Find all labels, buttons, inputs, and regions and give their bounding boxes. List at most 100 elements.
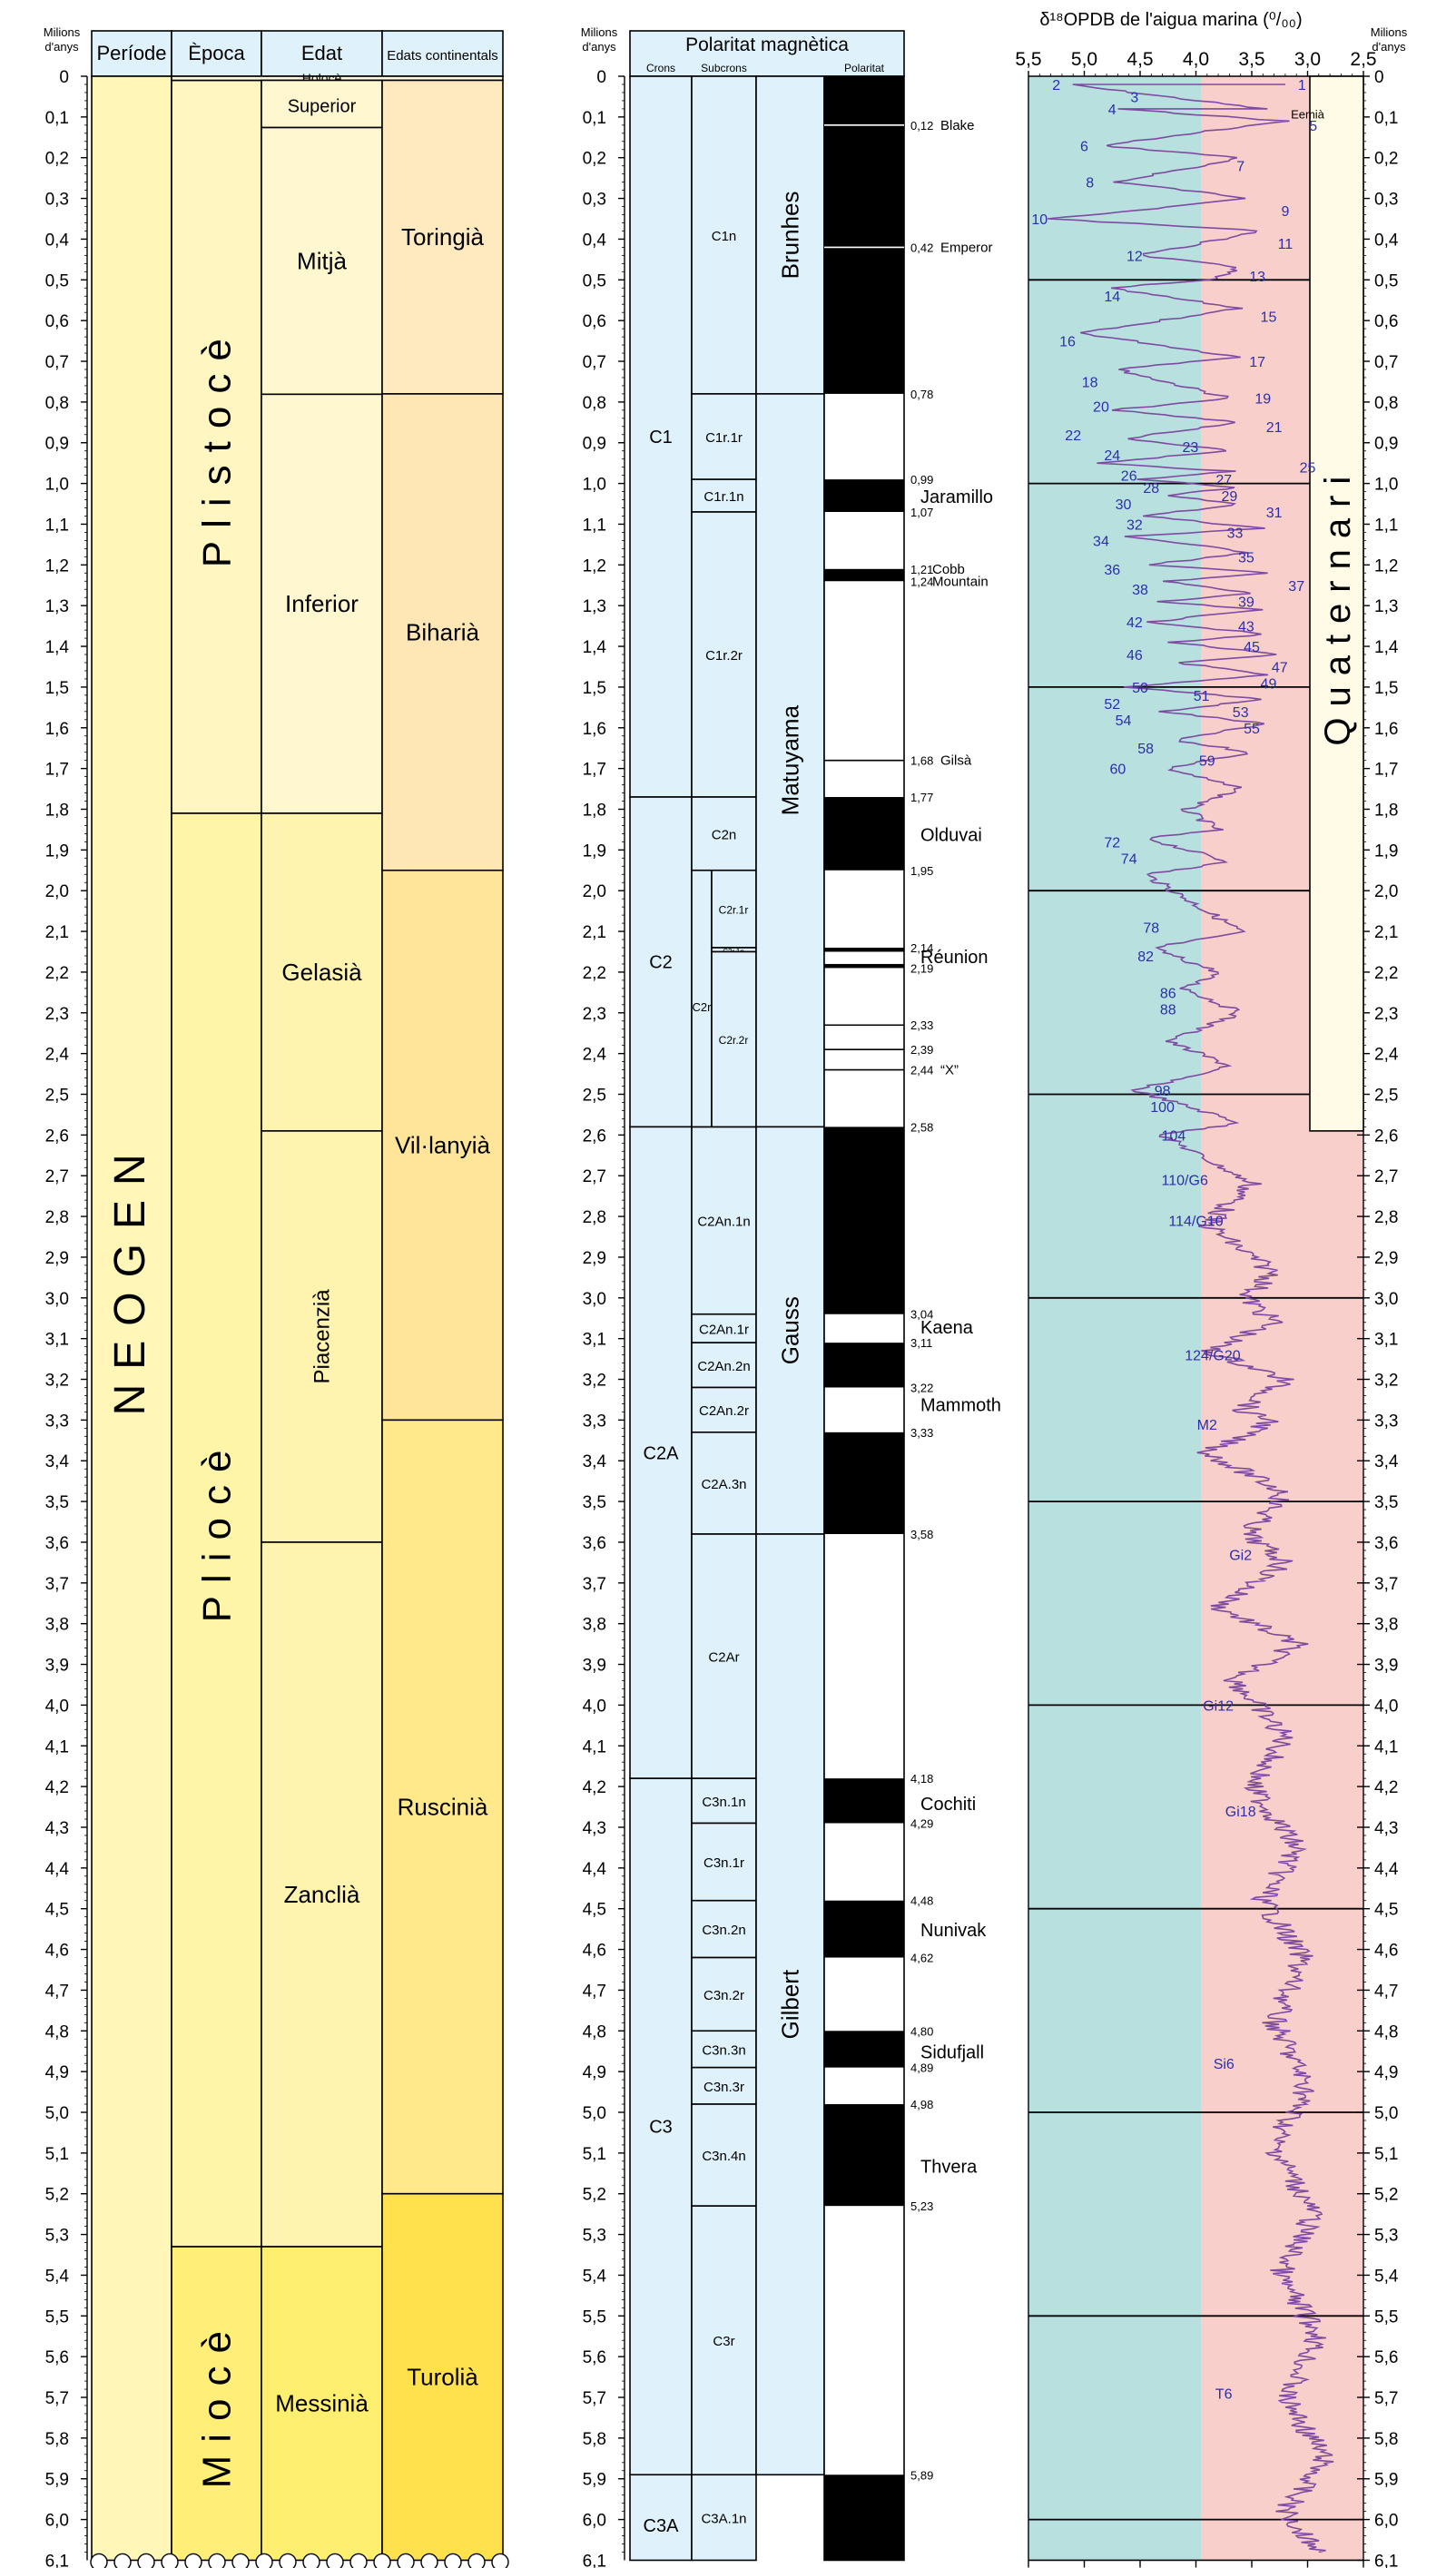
axis-tick-label: 0,5: [45, 271, 69, 290]
axis-tick-label: 0,4: [583, 231, 607, 250]
axis-tick-label: 5,0: [583, 2104, 606, 2123]
axis-tick-label: 2,1: [583, 923, 606, 942]
isotope-stage-label: 4: [1108, 103, 1117, 118]
polarity-event-label: Emperor: [940, 240, 993, 255]
axis-tick-label: 3,9: [1374, 1657, 1398, 1676]
torn-edge-scallop: [326, 2553, 344, 2568]
axis-tick-label: 1,6: [1374, 720, 1398, 739]
isotope-stage-label: 47: [1272, 660, 1288, 675]
normal-polarity-band: [824, 568, 904, 582]
axis-tick-label: 4,0: [1374, 1697, 1398, 1716]
axis-tick-label: 3,5: [1374, 1493, 1398, 1512]
subcron-label: C1r.2r: [705, 648, 743, 664]
axis-tick-label: 0,2: [1374, 150, 1398, 169]
axis-tick-label: 1,2: [1374, 556, 1398, 576]
axis-tick-label: 0,9: [583, 435, 606, 454]
axis-tick-label: 4,0: [45, 1697, 69, 1716]
axis-tick-label: 3,8: [583, 1616, 606, 1635]
torn-edge-scallop: [208, 2553, 226, 2568]
quaternari-label: Quaternari: [1318, 466, 1358, 746]
axis-tick-label: 2,9: [45, 1249, 69, 1268]
axis-tick-label: 3,0: [45, 1290, 69, 1309]
isotope-stage-label: 2: [1052, 78, 1060, 93]
torn-edge-scallop: [373, 2553, 391, 2568]
axis-tick-label: 5,6: [1374, 2348, 1398, 2367]
axis-tick-label: 1,8: [45, 801, 69, 820]
axis-tick-label: 2,7: [1374, 1167, 1398, 1186]
isotope-curve: [1048, 84, 1334, 2553]
torn-edge-scallop: [137, 2553, 155, 2568]
subcron-label: C2An.1r: [699, 1322, 749, 1337]
axis-tick-label: 5,6: [45, 2348, 69, 2367]
axis-tick-label: 2,0: [583, 882, 606, 901]
isotope-stage-label: 22: [1065, 428, 1081, 444]
axis-tick-label: 0: [596, 68, 606, 87]
axis-tick-label: 3,6: [45, 1534, 69, 1553]
axis-tick-label: 1,3: [45, 597, 69, 616]
isotope-stage-label: 27: [1215, 473, 1232, 488]
isotope-stage-label: 7: [1236, 160, 1244, 175]
normal-polarity-band: [824, 1432, 904, 1534]
subcron-label: C2Ar: [708, 1650, 739, 1666]
axis-tick-label: 1,1: [583, 516, 606, 535]
axis-tick-label: 0,8: [583, 394, 606, 413]
polarity-event-label: Blake: [940, 118, 975, 133]
axis-tick-label: 5,8: [45, 2430, 69, 2449]
age-label: Zanclià: [284, 1881, 360, 1908]
axis-tick-label: 5,5: [45, 2307, 69, 2327]
age-boundary-label: 1,68: [910, 754, 933, 768]
axis-tick-label: 5,1: [45, 2145, 69, 2164]
isotope-stage-label: 10: [1031, 212, 1048, 228]
subcron-label: C3n.2r: [703, 1988, 744, 2003]
axis-tick-label: 1,6: [45, 720, 69, 739]
axis-tick-label: 3,8: [1374, 1616, 1398, 1635]
axis-tick-label: 5,2: [583, 2186, 606, 2205]
age-boundary-label: 2,39: [910, 1043, 933, 1057]
axis-tick-label: 0,6: [45, 312, 69, 331]
age-boundary-label: 1,21: [910, 563, 933, 576]
torn-edge-scallop: [397, 2553, 415, 2568]
isotope-stage-label: 39: [1238, 595, 1254, 611]
subcron-label: C3n.1r: [703, 1855, 744, 1871]
axis-tick-label: 5,0: [1374, 2104, 1398, 2123]
age-block: [261, 393, 383, 814]
axis-tick-label: 6,1: [1374, 2552, 1398, 2568]
isotope-stage-label: 52: [1104, 697, 1120, 713]
subcron-block: [691, 2205, 757, 2476]
torn-edge-scallop: [444, 2553, 462, 2568]
age-boundary-label: 0,78: [910, 388, 933, 401]
isotope-x-tick-label: 3,5: [1238, 49, 1264, 70]
age-label: Piacenzià: [310, 1289, 335, 1384]
subcron-label: C2An.1n: [697, 1215, 750, 1230]
axis-tick-label: 0,7: [45, 353, 69, 372]
column-header-period: [91, 30, 172, 77]
polarity-event-label: Sidufjall: [920, 2043, 984, 2063]
axis-tick-label: 0,1: [1374, 109, 1398, 128]
torn-edge-scallop: [302, 2553, 320, 2568]
isotope-stage-label: 59: [1199, 754, 1215, 770]
polarity-event-label: Réunion: [920, 948, 989, 968]
age-boundary-label: 1,07: [910, 506, 933, 519]
axis-tick-label: 4,4: [583, 1860, 607, 1879]
epoch-block: [171, 79, 262, 814]
axis-tick-label: 6,0: [583, 2512, 606, 2531]
torn-edge-scallop: [255, 2553, 273, 2568]
age-boundary-label: 2,14: [910, 941, 933, 955]
axis-tick-label: 5,8: [1374, 2430, 1398, 2449]
axis-tick-label: 2,6: [45, 1127, 69, 1146]
axis-tick-label: 1,6: [583, 720, 606, 739]
isotope-stage-label: 14: [1104, 290, 1120, 305]
axis-tick-label: 2,2: [45, 964, 69, 983]
axis-tick-label: 5,0: [45, 2104, 69, 2123]
axis-tick-label: 3,9: [45, 1657, 69, 1676]
oxygen-isotope-panel: δ¹⁸OPDB de l'aigua marina (⁰/₀₀) 5,5 5,0 4,…: [1015, 10, 1407, 2568]
axis-tick-label: 0,2: [583, 150, 606, 169]
age-boundary-label: 3,04: [910, 1308, 933, 1322]
column-header-epoch: [171, 30, 262, 77]
subcron-label: C2r.1r: [719, 903, 749, 916]
axis-tick-label: 0,2: [45, 150, 69, 169]
axis-tick-label: 5,7: [1374, 2389, 1398, 2408]
axis-unit-label: Milions: [581, 25, 618, 39]
column-header-continental: [381, 30, 504, 77]
